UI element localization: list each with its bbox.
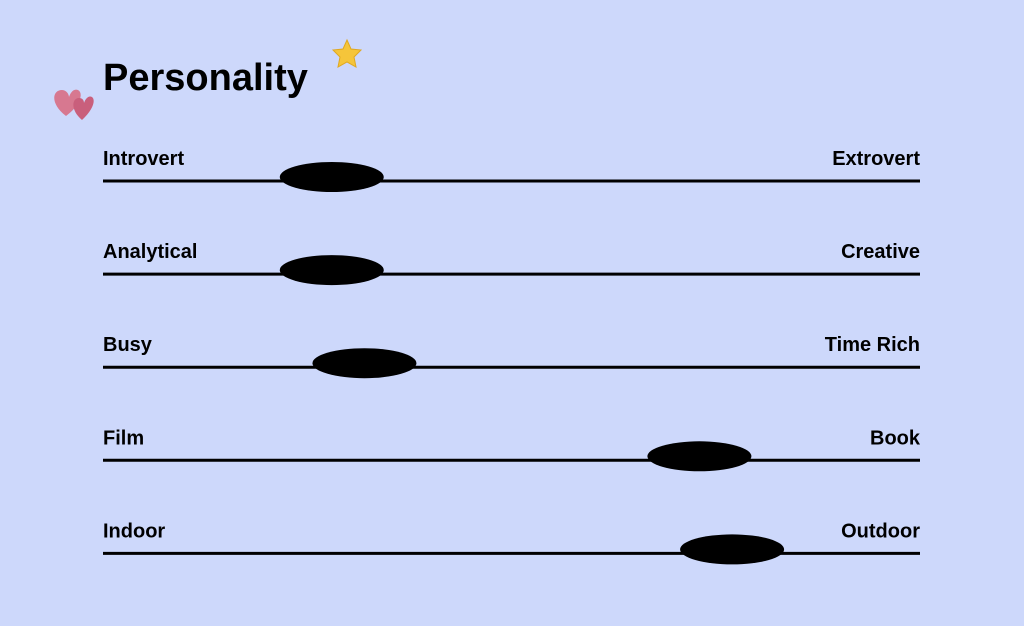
slider-thumb[interactable] (647, 441, 752, 472)
left-label: Film (103, 427, 144, 449)
left-label: Analytical (103, 241, 197, 263)
right-label: Outdoor (841, 520, 920, 542)
slider-thumb[interactable] (279, 255, 384, 286)
left-label: Introvert (103, 148, 184, 170)
right-label: Extrovert (832, 148, 920, 170)
slider-thumb[interactable] (279, 162, 384, 192)
right-label: Creative (841, 241, 920, 263)
right-label: Book (870, 427, 921, 449)
slider-thumb[interactable] (312, 348, 417, 379)
hearts-icon (54, 89, 94, 120)
slider-list: Introvert Extrovert Analytical Creative Busy… (103, 148, 921, 565)
title: Personality (103, 57, 308, 99)
left-label: Busy (103, 334, 153, 356)
slider-thumb[interactable] (680, 534, 785, 565)
right-label: Time Rich (825, 334, 920, 356)
left-label: Indoor (103, 520, 165, 542)
star-icon (331, 38, 363, 68)
